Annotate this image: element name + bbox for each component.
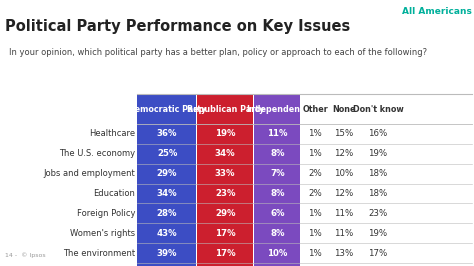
Text: 17%: 17%	[215, 249, 236, 258]
Text: Democratic Party: Democratic Party	[128, 105, 206, 114]
Text: None: None	[332, 105, 356, 114]
Text: 13%: 13%	[334, 249, 353, 258]
Text: 11%: 11%	[334, 209, 353, 218]
Text: The U.S. economy: The U.S. economy	[59, 149, 135, 158]
Text: 28%: 28%	[157, 209, 177, 218]
Text: All Americans: All Americans	[402, 7, 472, 16]
Text: 7%: 7%	[270, 169, 284, 178]
Text: 1%: 1%	[308, 229, 322, 238]
Text: 23%: 23%	[215, 189, 236, 198]
Text: 36%: 36%	[157, 129, 177, 138]
Text: 29%: 29%	[215, 209, 236, 218]
Text: 19%: 19%	[368, 149, 388, 158]
Text: 19%: 19%	[215, 129, 236, 138]
Text: In your opinion, which political party has a better plan, policy or approach to : In your opinion, which political party h…	[9, 48, 428, 57]
Text: 2%: 2%	[308, 189, 322, 198]
Text: 11%: 11%	[334, 229, 353, 238]
Text: Healthcare: Healthcare	[89, 129, 135, 138]
Text: 2%: 2%	[308, 169, 322, 178]
Text: 14 -  © Ipsos: 14 - © Ipsos	[5, 252, 46, 258]
Text: 39%: 39%	[157, 249, 177, 258]
Text: Jobs and employment: Jobs and employment	[43, 169, 135, 178]
Text: 1%: 1%	[308, 129, 322, 138]
Text: 1%: 1%	[308, 149, 322, 158]
Text: Education: Education	[93, 189, 135, 198]
Text: 34%: 34%	[215, 149, 236, 158]
Text: 34%: 34%	[157, 189, 177, 198]
Text: 6%: 6%	[270, 209, 284, 218]
Text: 8%: 8%	[270, 149, 284, 158]
Text: 8%: 8%	[270, 229, 284, 238]
Text: 12%: 12%	[334, 149, 353, 158]
Text: 8%: 8%	[270, 189, 284, 198]
Text: 17%: 17%	[215, 229, 236, 238]
Text: ipsos: ipsos	[436, 250, 458, 259]
Text: Other: Other	[302, 105, 328, 114]
Text: 11%: 11%	[267, 129, 288, 138]
Text: The environment: The environment	[63, 249, 135, 258]
Text: 17%: 17%	[368, 249, 388, 258]
Text: 15%: 15%	[334, 129, 353, 138]
Text: 10%: 10%	[334, 169, 353, 178]
Text: Independents: Independents	[246, 105, 309, 114]
Text: 25%: 25%	[157, 149, 177, 158]
Text: 23%: 23%	[368, 209, 388, 218]
Text: 10%: 10%	[267, 249, 287, 258]
Text: Political Party Performance on Key Issues: Political Party Performance on Key Issue…	[5, 19, 350, 34]
Text: Republican Party: Republican Party	[187, 105, 264, 114]
Text: 43%: 43%	[157, 229, 177, 238]
Text: 19%: 19%	[368, 229, 388, 238]
Text: 16%: 16%	[368, 129, 388, 138]
Text: 1%: 1%	[308, 249, 322, 258]
Text: 29%: 29%	[157, 169, 177, 178]
Text: 18%: 18%	[368, 189, 388, 198]
Text: Foreign Policy: Foreign Policy	[77, 209, 135, 218]
Text: 12%: 12%	[334, 189, 353, 198]
Text: 1%: 1%	[308, 209, 322, 218]
Text: 18%: 18%	[368, 169, 388, 178]
Text: Don't know: Don't know	[353, 105, 403, 114]
Text: Women's rights: Women's rights	[70, 229, 135, 238]
Text: 33%: 33%	[215, 169, 236, 178]
